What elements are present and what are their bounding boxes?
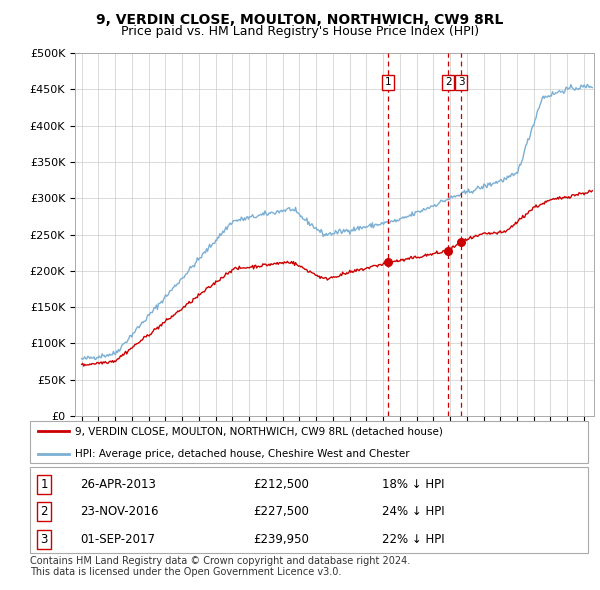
Text: 9, VERDIN CLOSE, MOULTON, NORTHWICH, CW9 8RL: 9, VERDIN CLOSE, MOULTON, NORTHWICH, CW9… bbox=[97, 13, 503, 27]
Text: Contains HM Land Registry data © Crown copyright and database right 2024.
This d: Contains HM Land Registry data © Crown c… bbox=[30, 556, 410, 578]
Text: 18% ↓ HPI: 18% ↓ HPI bbox=[382, 478, 444, 491]
Text: 24% ↓ HPI: 24% ↓ HPI bbox=[382, 505, 444, 518]
Text: 2: 2 bbox=[445, 77, 452, 87]
Text: 9, VERDIN CLOSE, MOULTON, NORTHWICH, CW9 8RL (detached house): 9, VERDIN CLOSE, MOULTON, NORTHWICH, CW9… bbox=[74, 427, 443, 436]
Text: £239,950: £239,950 bbox=[253, 533, 309, 546]
Text: 22% ↓ HPI: 22% ↓ HPI bbox=[382, 533, 444, 546]
Text: HPI: Average price, detached house, Cheshire West and Chester: HPI: Average price, detached house, Ches… bbox=[74, 449, 409, 459]
Text: 3: 3 bbox=[458, 77, 464, 87]
Text: 01-SEP-2017: 01-SEP-2017 bbox=[80, 533, 155, 546]
Text: 1: 1 bbox=[385, 77, 392, 87]
Text: 1: 1 bbox=[40, 478, 48, 491]
Text: 3: 3 bbox=[40, 533, 47, 546]
Text: 2: 2 bbox=[40, 505, 48, 518]
Text: £227,500: £227,500 bbox=[253, 505, 309, 518]
Text: 26-APR-2013: 26-APR-2013 bbox=[80, 478, 156, 491]
Text: 23-NOV-2016: 23-NOV-2016 bbox=[80, 505, 159, 518]
Text: £212,500: £212,500 bbox=[253, 478, 309, 491]
Text: Price paid vs. HM Land Registry's House Price Index (HPI): Price paid vs. HM Land Registry's House … bbox=[121, 25, 479, 38]
